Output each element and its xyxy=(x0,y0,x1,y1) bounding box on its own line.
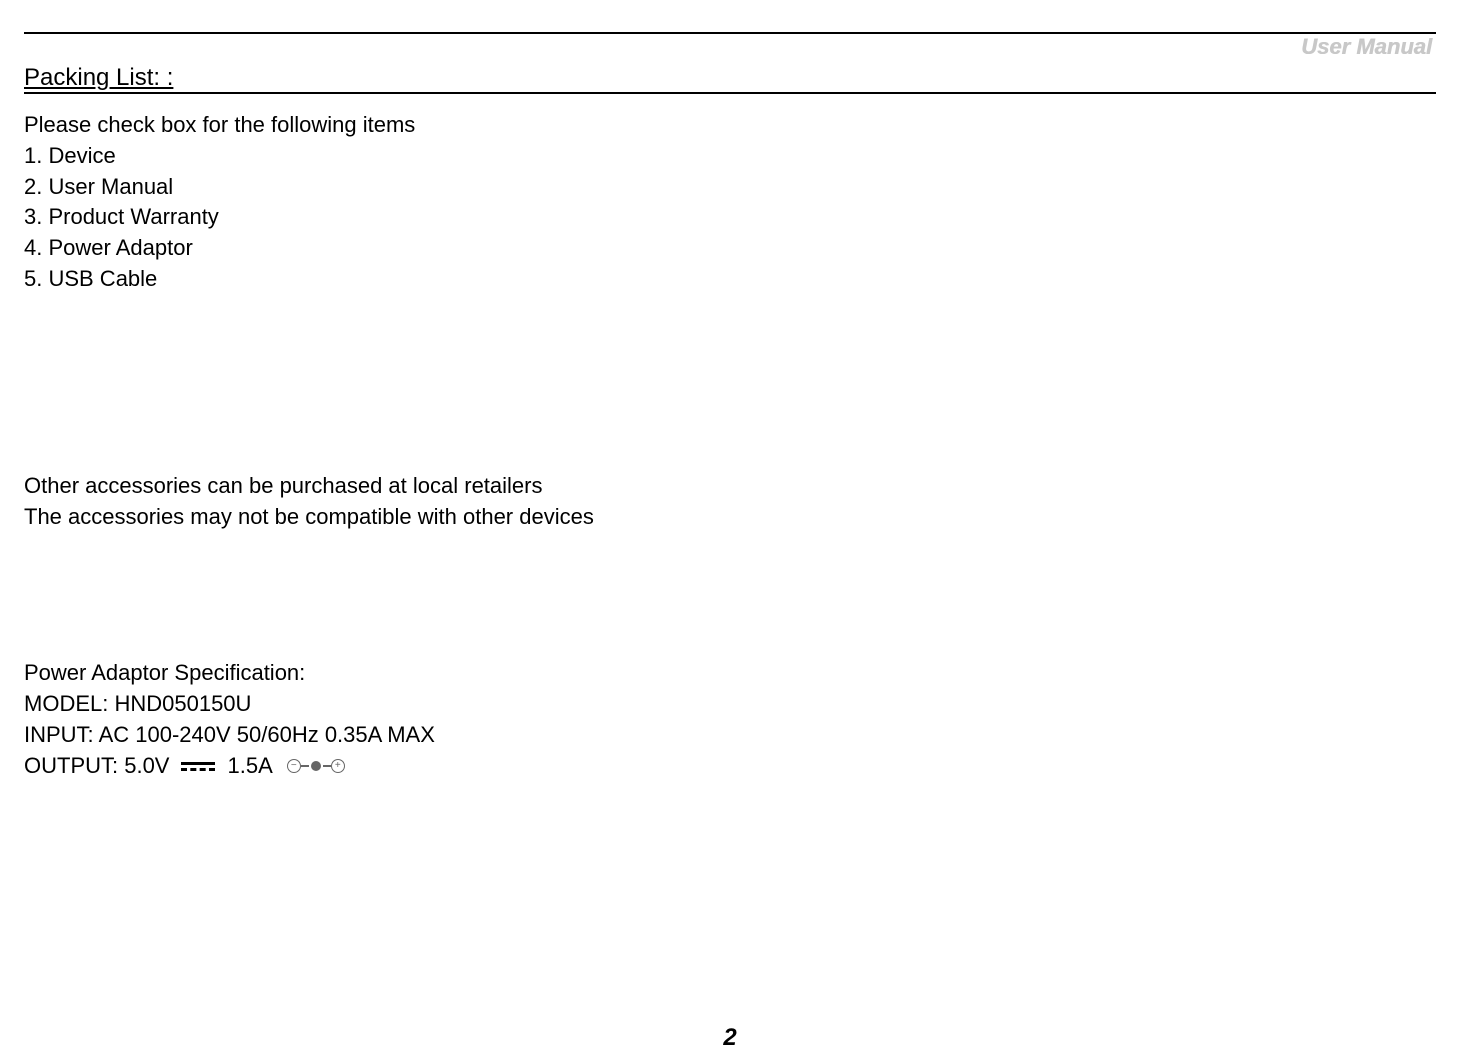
spacer xyxy=(10,532,1450,642)
header-label: User Manual xyxy=(1301,34,1432,60)
packing-item: 3. Product Warranty xyxy=(24,202,1450,233)
adaptor-spec: Power Adaptor Specification: MODEL: HND0… xyxy=(24,658,1450,781)
dc-symbol-icon xyxy=(181,759,215,773)
spacer xyxy=(10,295,1450,455)
polarity-icon: − + xyxy=(287,759,345,773)
note-line: The accessories may not be compatible wi… xyxy=(24,502,1450,533)
page-container: User Manual Packing List: : Please check… xyxy=(0,32,1460,782)
top-rule xyxy=(24,32,1436,34)
note-line: Other accessories can be purchased at lo… xyxy=(24,471,1450,502)
section-heading: Packing List: : xyxy=(24,64,173,92)
notes-content: Other accessories can be purchased at lo… xyxy=(24,471,1450,533)
packing-item: 1. Device xyxy=(24,141,1450,172)
section-heading-wrap: Packing List: : xyxy=(24,64,1436,94)
packing-content: Please check box for the following items… xyxy=(24,110,1450,295)
packing-item: 2. User Manual xyxy=(24,172,1450,203)
adaptor-output-line: OUTPUT: 5.0V 1.5A − + xyxy=(24,751,1450,782)
packing-item: 5. USB Cable xyxy=(24,264,1450,295)
adaptor-output-prefix: OUTPUT: 5.0V xyxy=(24,751,169,782)
adaptor-title: Power Adaptor Specification: xyxy=(24,658,1450,689)
page-number: 2 xyxy=(723,1024,736,1052)
packing-intro: Please check box for the following items xyxy=(24,110,1450,141)
adaptor-input: INPUT: AC 100-240V 50/60Hz 0.35A MAX xyxy=(24,720,1450,751)
adaptor-model: MODEL: HND050150U xyxy=(24,689,1450,720)
adaptor-output-suffix: 1.5A xyxy=(227,751,272,782)
packing-item: 4. Power Adaptor xyxy=(24,233,1450,264)
